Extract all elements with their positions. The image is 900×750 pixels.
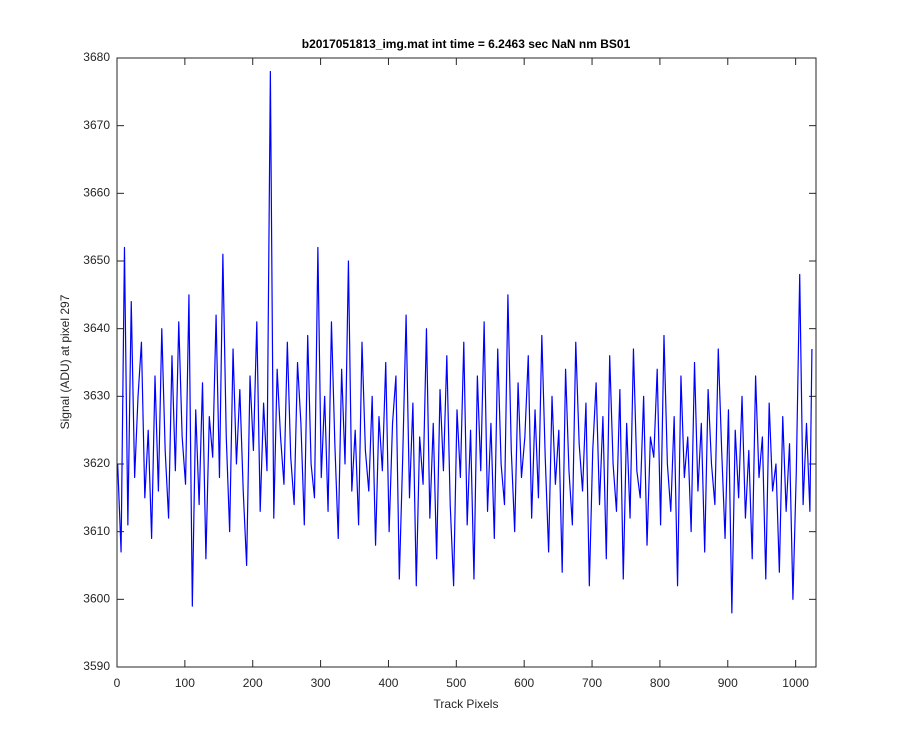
y-tick-label: 3630 <box>83 389 110 403</box>
y-axis-label: Signal (ADU) at pixel 297 <box>58 294 72 429</box>
x-tick-label: 500 <box>446 676 466 690</box>
x-axis-label: Track Pixels <box>434 697 499 711</box>
x-tick-label: 300 <box>311 676 331 690</box>
y-tick-label: 3650 <box>83 253 110 267</box>
y-tick-label: 3670 <box>83 118 110 132</box>
x-tick-label: 1000 <box>782 676 809 690</box>
y-tick-label: 3660 <box>83 186 110 200</box>
y-tick-label: 3620 <box>83 456 110 470</box>
x-tick-label: 800 <box>650 676 670 690</box>
x-tick-label: 200 <box>243 676 263 690</box>
y-tick-label: 3640 <box>83 321 110 335</box>
y-tick-label: 3590 <box>83 659 110 673</box>
axes-box <box>116 57 817 668</box>
x-tick-label: 100 <box>175 676 195 690</box>
x-tick-label: 0 <box>114 676 121 690</box>
y-tick-label: 3610 <box>83 524 110 538</box>
x-tick-label: 900 <box>718 676 738 690</box>
x-tick-label: 400 <box>378 676 398 690</box>
y-tick-label: 3680 <box>83 50 110 64</box>
data-line <box>117 70 813 614</box>
chart-title: b2017051813_img.mat int time = 6.2463 se… <box>302 37 631 51</box>
x-tick-label: 600 <box>514 676 534 690</box>
y-tick-label: 3600 <box>83 592 110 606</box>
x-tick-label: 700 <box>582 676 602 690</box>
